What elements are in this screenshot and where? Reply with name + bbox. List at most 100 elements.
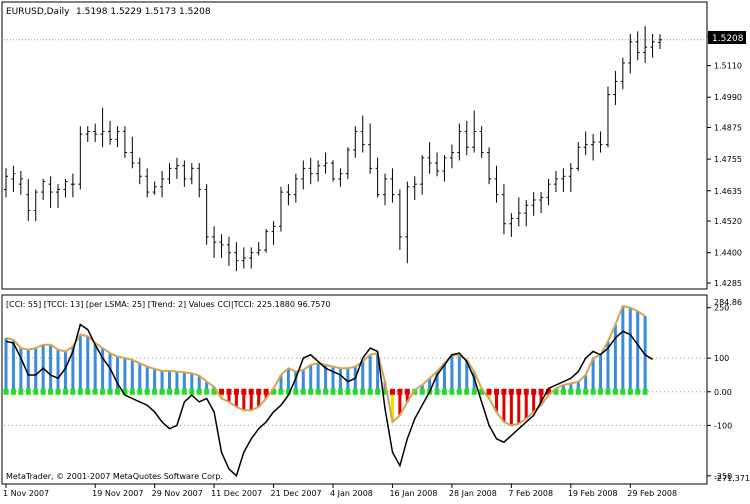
cci-histogram-bar [495,391,498,412]
ohlc-bar [479,126,484,158]
trend-dot [219,388,225,395]
ohlc-bar [33,189,38,222]
ohlc-bar [613,70,618,106]
trend-dot [627,388,633,395]
ohlc-bar [360,115,365,153]
price-axis-label: 1.4635 [714,187,742,196]
trend-dot [456,388,462,395]
trend-dot [48,388,54,395]
trend-dot [479,388,485,395]
cci-axis-min-label: -271.371 [714,474,750,483]
time-axis-label: 29 Feb 2008 [627,489,677,498]
trend-dot [553,388,559,395]
trend-dot [122,388,128,395]
trend-dot [300,388,306,395]
ohlc-bar [539,192,544,214]
cci-histogram-bar [539,391,543,406]
cci-histogram-bar [138,363,142,392]
cci-histogram-bar [599,354,603,392]
trend-dot [278,388,284,395]
cci-histogram-bar [71,346,75,392]
trend-dot [293,388,299,395]
ohlc-bar [78,126,83,190]
cci-histogram-bar [420,385,424,392]
cci-axis-label: 100 [714,354,729,363]
trend-dot [330,388,336,395]
trend-dot [308,388,314,395]
ohlc-bar [70,173,75,198]
trend-dot [464,388,470,395]
ohlc-bar [442,155,447,182]
cci-histogram-bar [86,336,90,392]
ohlc-bar [11,165,16,193]
ohlc-bar [226,236,231,266]
price-pane[interactable]: 1.52201.51101.49901.48751.47551.46351.45… [1,1,746,290]
trend-dot [256,388,262,395]
ohlc-bar [583,131,588,156]
cci-histogram-bar [101,348,105,392]
cci-histogram-bar [428,378,432,392]
trend-dot [516,388,522,395]
ohlc-bar [152,181,157,195]
ohlc-bar [457,123,462,161]
price-axis-label: 1.4875 [714,124,742,133]
ohlc-bar [137,157,142,185]
ohlc-bar [368,123,373,174]
cci-histogram-bar [153,368,157,392]
trend-dot [70,388,76,395]
cci-histogram-bar [532,391,536,412]
ohlc-bar [212,226,217,258]
trend-dot [55,388,61,395]
ohlc-bar [189,163,194,185]
cci-histogram-bar [115,356,119,392]
price-axis-label: 1.4520 [714,217,742,226]
ohlc-bar [591,134,596,161]
ohlc-bar [620,57,625,90]
cci-axis-label: -250 [714,472,732,481]
cci-histogram-bar [26,349,30,392]
ohlc-bar [293,173,298,203]
cci-histogram-bar [190,373,194,392]
cci-histogram-bar [301,369,305,392]
cci-histogram-bar [108,353,112,392]
trend-dot [167,388,172,395]
cci-histogram-bar [487,391,491,399]
ohlc-bar [256,242,261,256]
trend-dot [107,388,113,395]
cci-histogram-bar [249,391,253,411]
trend-dot [404,388,410,395]
ohlc-bar [167,163,172,185]
ohlc-bar [427,142,432,174]
cci-histogram-bar [361,361,365,392]
ohlc-bar [464,120,469,156]
current-price-tag: 1.5208 [708,31,746,44]
cci-histogram-bar [517,391,521,424]
ohlc-bar [48,176,53,208]
cci-axis-label: 0.00 [714,388,732,397]
ohlc-bar [345,147,350,179]
trend-dot [583,388,589,395]
cci-histogram-bar [450,354,454,392]
ohlc-bar [509,213,514,237]
trend-dot [285,388,291,395]
ohlc-bar [197,163,202,198]
ohlc-bar [160,170,165,198]
ohlc-bar [516,197,521,227]
trend-dot [449,388,455,395]
trend-dot [523,388,529,395]
ohlc-bar [122,126,127,158]
ohlc-bar [643,26,648,63]
ohlc-bar [271,221,276,245]
ohlc-bar [145,168,150,198]
cci-histogram-bar [472,371,476,392]
ohlc-bar [353,126,358,158]
time-axis-label: 19 Feb 2008 [568,489,618,498]
trend-dot [397,388,403,395]
cci-indicator-pane[interactable]: 250 100 0.00 -100 -250 284.86 -271.371 [CCI: 5… [1,294,750,485]
trend-dot [642,388,648,395]
cci-histogram-bar [286,368,290,392]
trend-dot [367,388,373,395]
price-axis-label: 1.4990 [714,93,742,102]
